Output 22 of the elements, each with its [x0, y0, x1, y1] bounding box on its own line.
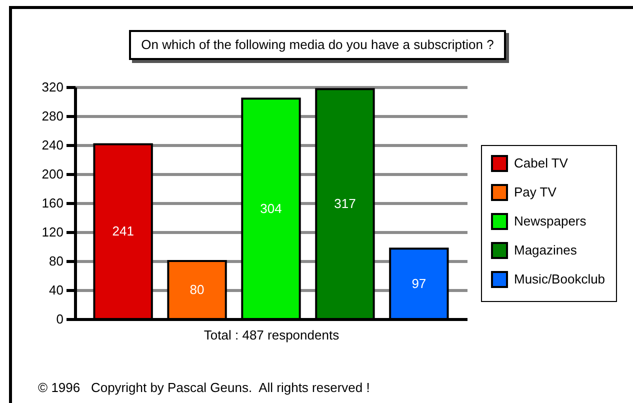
legend-label: Pay TV	[514, 184, 557, 200]
data-label: 317	[334, 196, 356, 212]
data-label: 241	[112, 224, 134, 239]
y-tick-label: 80	[49, 254, 64, 268]
chart-title: On which of the following media do you have a subscription ?	[129, 30, 506, 60]
legend-label: Music/Bookclub	[514, 272, 606, 286]
legend-label: Magazines	[514, 242, 578, 258]
y-tick-label: 120	[42, 224, 64, 240]
data-label: 80	[190, 282, 204, 297]
y-tick-label: 160	[42, 196, 64, 210]
data-label: 304	[260, 200, 282, 216]
y-tick-label: 40	[49, 282, 64, 298]
legend-label: Cabel TV	[514, 156, 568, 170]
legend-label: Newspapers	[514, 214, 587, 228]
text: © 1996 Copyright by Pascal Geuns. All rights reserved !	[38, 380, 370, 395]
x-axis-title: Total : 487 respondents	[204, 328, 340, 342]
y-tick-label: 320	[42, 80, 64, 94]
data-label: 97	[412, 276, 426, 291]
y-tick-label: 200	[42, 166, 64, 182]
y-tick-label: 240	[42, 138, 64, 152]
y-tick-label: 0	[56, 312, 64, 326]
y-tick-label: 280	[42, 108, 64, 124]
